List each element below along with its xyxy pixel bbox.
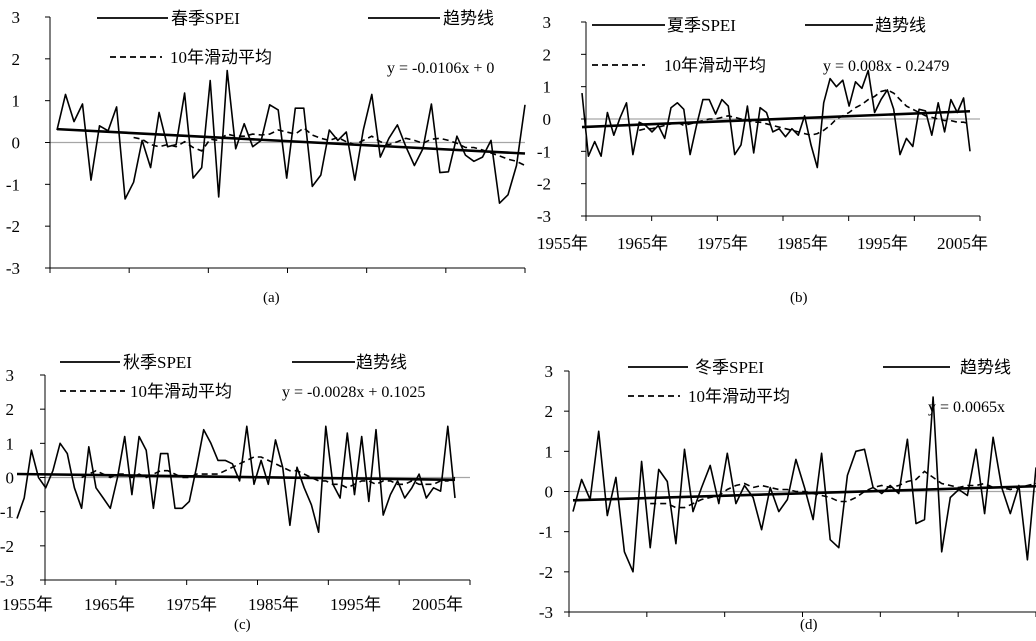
moving-average-line: [650, 470, 1036, 509]
moving-average-line: [639, 89, 971, 137]
y-tick-label: 1: [6, 434, 15, 453]
legend: 夏季SPEI 趋势线 10年滑动平均: [592, 16, 926, 75]
y-tick-label: 2: [543, 45, 552, 64]
legend-label-ma: 10年滑动平均: [688, 387, 790, 406]
y-tick-label: -3: [0, 571, 14, 590]
x-tick-label: 1975年: [697, 234, 748, 253]
legend: 春季SPEI 趋势线 10年滑动平均: [97, 9, 494, 67]
trend-line: [56, 127, 526, 155]
x-tick-label: 1975年: [166, 595, 217, 614]
y-tick-label: 0: [6, 469, 15, 488]
panel-caption: (a): [263, 290, 280, 306]
legend-label-raw: 秋季SPEI: [123, 353, 192, 372]
y-tick-label: -1: [539, 523, 553, 542]
legend: 秋季SPEI 趋势线 10年滑动平均: [60, 353, 407, 401]
spei-series-line: [572, 396, 1036, 573]
x-tick-label: 1995年: [330, 595, 381, 614]
legend-label-trend: 趋势线: [356, 353, 407, 372]
panel-caption: (c): [234, 617, 251, 633]
trend-equation: y = 0.008x - 0.2479: [823, 58, 949, 75]
legend-label-ma: 10年滑动平均: [664, 56, 766, 75]
y-tick-label: -3: [537, 207, 551, 226]
trend-line: [581, 109, 971, 129]
x-tick-label: 2005年: [412, 595, 463, 614]
y-tick-label: -3: [539, 603, 553, 622]
spei-series-line: [581, 69, 971, 169]
chart-winter: 3 2 1 0 -1 -2 -3 冬季SPEI 趋势线 10年滑动平均 y = 0.0065x (d): [539, 358, 1036, 633]
legend-label-ma: 10年滑动平均: [130, 382, 232, 401]
legend-label-raw: 夏季SPEI: [667, 16, 736, 35]
moving-average-line: [133, 126, 526, 167]
y-tick-label: 1: [12, 92, 21, 111]
y-tick-label: 2: [545, 402, 554, 421]
legend-label-ma: 10年滑动平均: [170, 48, 272, 67]
y-tick-label: 1: [545, 442, 554, 461]
legend: 冬季SPEI 趋势线 10年滑动平均: [628, 358, 1011, 406]
y-tick-label: 1: [543, 78, 552, 97]
y-tick-label: 2: [12, 50, 21, 69]
y-tick-label: 3: [12, 8, 21, 27]
y-tick-label: -3: [6, 259, 20, 278]
trend-equation: y = -0.0028x + 0.1025: [282, 384, 425, 401]
chart-summer: 3 2 1 0 -1 -2 -3 1955年 1965年 1975年 1985年 1995年 2005年…: [537, 13, 988, 306]
legend-label-raw: 冬季SPEI: [695, 358, 764, 377]
trend-equation: y = 0.0065x: [928, 399, 1005, 416]
legend-label-trend: 趋势线: [443, 9, 494, 28]
y-tick-label: 3: [545, 362, 554, 381]
panel-caption: (b): [790, 290, 808, 306]
y-tick-label: 3: [543, 13, 552, 32]
chart-spring: 3 2 1 0 -1 -2 -3 春季SPEI 趋势线 10年滑动平均 y = -0.0106x +…: [6, 8, 526, 306]
y-tick-label: -1: [537, 142, 551, 161]
y-tick-label: 0: [543, 110, 552, 129]
y-tick-label: -1: [0, 503, 14, 522]
x-tick-label: 1965年: [84, 595, 135, 614]
legend-label-trend: 趋势线: [875, 16, 926, 35]
moving-average-line: [81, 456, 456, 489]
panel-caption: (d): [800, 617, 818, 633]
x-tick-label: 2005年: [937, 234, 988, 253]
y-tick-label: 3: [6, 366, 15, 385]
y-tick-label: 2: [6, 400, 15, 419]
x-tick-label: 1965年: [617, 234, 668, 253]
x-tick-label: 1955年: [2, 595, 53, 614]
legend-label-trend: 趋势线: [960, 358, 1011, 377]
trend-equation: y = -0.0106x + 0: [387, 60, 494, 77]
spei-series-line: [56, 69, 526, 204]
y-tick-label: -2: [0, 537, 14, 556]
chart-autumn: 3 2 1 0 -1 -2 -3 1955年 1965年 1975年 1985年 1995年 2005年…: [0, 353, 471, 633]
x-tick-label: 1955年: [537, 234, 588, 253]
y-tick-label: -1: [6, 175, 20, 194]
spei-series-line: [16, 425, 456, 533]
trend-line: [572, 484, 1036, 502]
x-tick-label: 1985年: [248, 595, 299, 614]
x-tick-label: 1985年: [777, 234, 828, 253]
x-tick-label: 1995年: [857, 234, 908, 253]
y-tick-label: 0: [545, 483, 554, 502]
y-tick-label: -2: [6, 217, 20, 236]
trend-line: [16, 472, 456, 482]
y-tick-label: 0: [12, 134, 21, 153]
y-tick-label: -2: [539, 563, 553, 582]
y-tick-label: -2: [537, 175, 551, 194]
legend-label-raw: 春季SPEI: [171, 9, 240, 28]
